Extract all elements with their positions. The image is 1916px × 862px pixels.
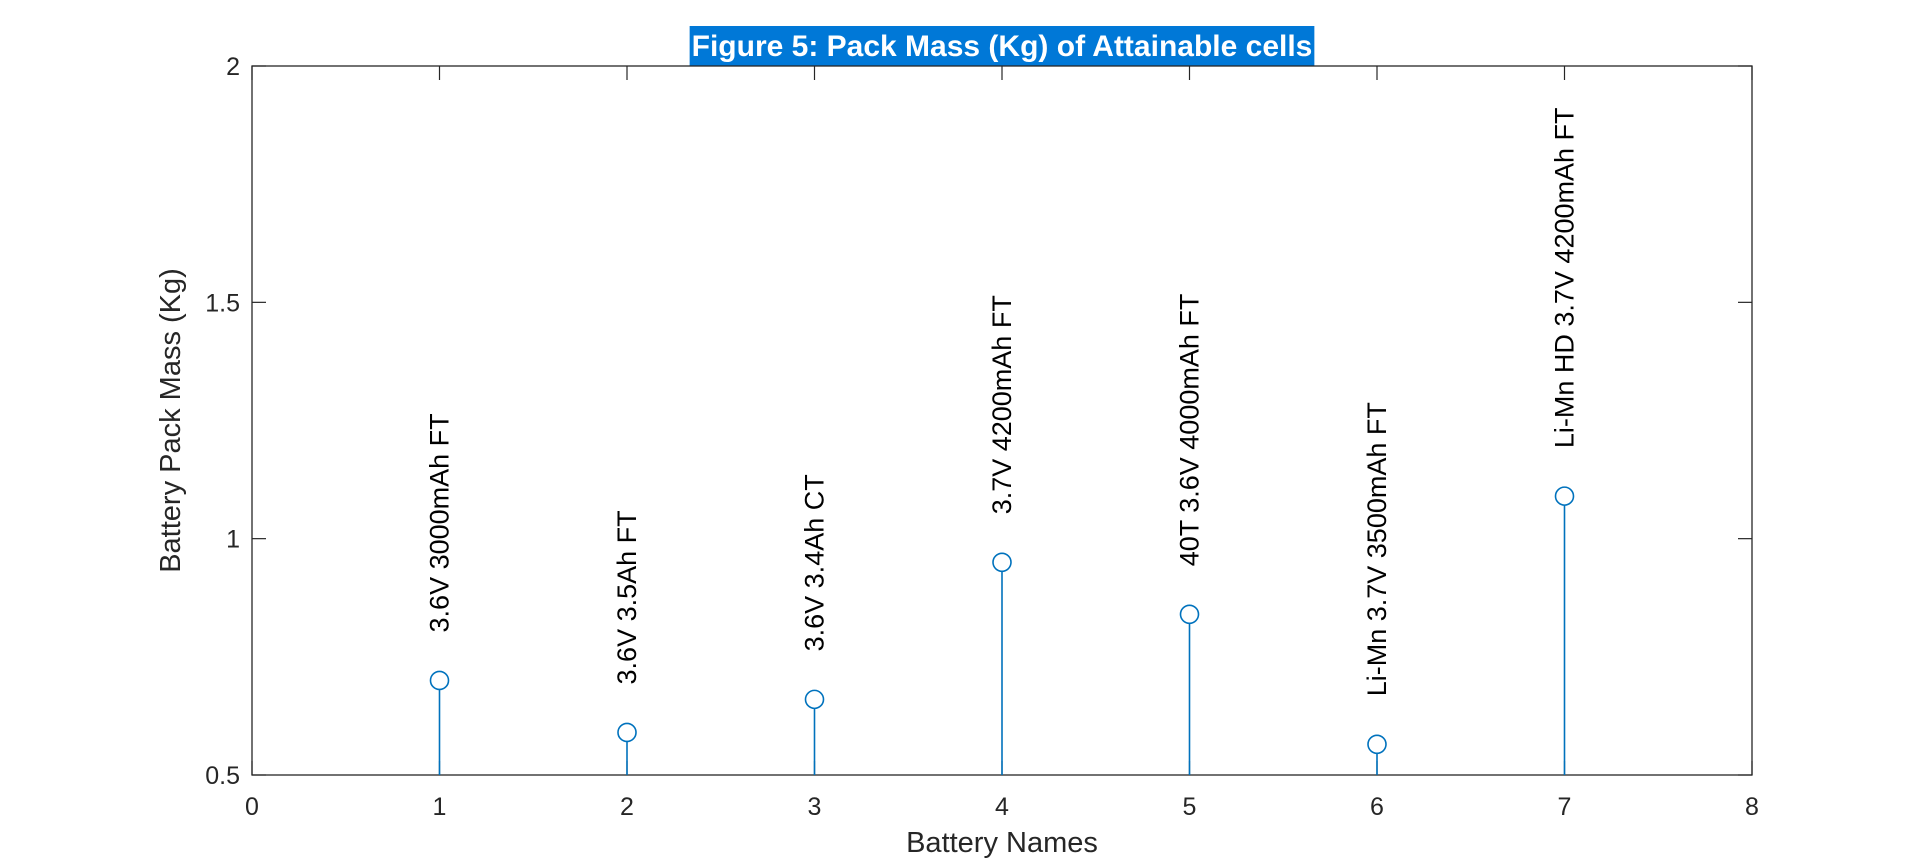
x-tick-label: 4 bbox=[995, 793, 1009, 821]
stem-marker bbox=[617, 722, 637, 743]
y-axis-title: Battery Pack Mass (Kg) bbox=[155, 268, 187, 573]
annotations: 3.6V 3000mAh FT 3.6V 3.5Ah FT 3.6V 3.4Ah C… bbox=[425, 108, 1580, 697]
y-tick-label: 1.5 bbox=[205, 289, 240, 317]
x-tick-label: 8 bbox=[1745, 793, 1759, 821]
x-tick-label: 3 bbox=[808, 793, 822, 821]
point-label: 3.6V 3.5Ah FT bbox=[612, 510, 642, 684]
data-series bbox=[429, 486, 1575, 775]
point-label: 3.7V 4200mAh FT bbox=[987, 295, 1017, 514]
y-tick-label: 1 bbox=[226, 526, 240, 554]
point-label: Li-Mn 3.7V 3500mAh FT bbox=[1362, 402, 1392, 696]
y-axis: 0.5 1 1.5 2 bbox=[205, 53, 1752, 790]
x-tick-label: 2 bbox=[620, 793, 634, 821]
stem-marker bbox=[992, 552, 1012, 573]
x-tick-label: 7 bbox=[1558, 793, 1572, 821]
y-tick-label: 0.5 bbox=[205, 762, 240, 790]
x-tick-label: 0 bbox=[245, 793, 259, 821]
stem-marker bbox=[804, 689, 825, 710]
point-label: 3.6V 3.4Ah CT bbox=[800, 474, 830, 651]
stem-marker bbox=[1367, 734, 1387, 755]
x-axis-title: Battery Names bbox=[906, 827, 1098, 859]
title-highlight bbox=[689, 26, 1315, 66]
point-label: Li-Mn HD 3.7V 4200mAh FT bbox=[1550, 108, 1580, 449]
stem-marker bbox=[1179, 604, 1200, 625]
point-label: 40T 3.6V 4000mAh FT bbox=[1175, 294, 1205, 567]
x-tick-label: 5 bbox=[1183, 793, 1197, 821]
stem-marker bbox=[1554, 486, 1575, 506]
x-tick-label: 1 bbox=[433, 793, 447, 821]
x-tick-label: 6 bbox=[1370, 793, 1384, 821]
stem-marker bbox=[429, 670, 450, 691]
y-tick-label: 2 bbox=[226, 53, 240, 81]
chart-title: Figure 5: Pack Mass (Kg) of Attainable c… bbox=[692, 30, 1313, 63]
point-label: 3.6V 3000mAh FT bbox=[425, 413, 455, 632]
